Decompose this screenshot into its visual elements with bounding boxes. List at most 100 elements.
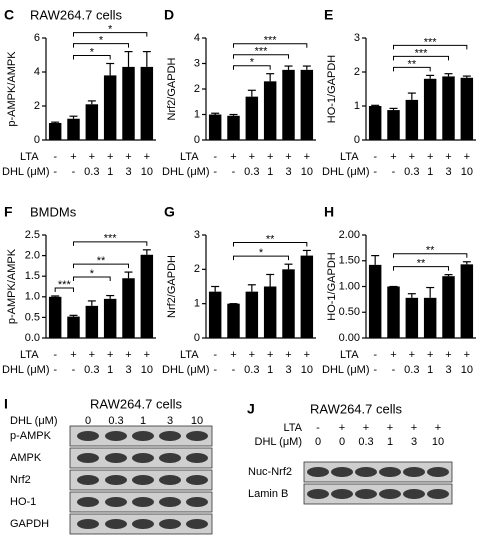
bar xyxy=(368,264,382,338)
x-tick-label: - xyxy=(232,166,236,178)
significance-bracket xyxy=(54,287,74,292)
bar xyxy=(282,69,295,140)
blot-band xyxy=(132,519,154,529)
x-tick-label: + xyxy=(409,151,415,163)
x-tick-label: + xyxy=(230,349,236,361)
blot-band xyxy=(331,467,353,477)
x-tick-label: 0.3 xyxy=(244,364,259,376)
x-tick-label: - xyxy=(53,349,57,361)
significance-bracket xyxy=(233,241,308,247)
x-row-name: DHL (μM) xyxy=(322,364,369,376)
x-tick-label: - xyxy=(373,151,377,163)
error-bar xyxy=(371,255,380,265)
x-tick-label: 3 xyxy=(285,364,291,376)
x-tick-label: 10 xyxy=(301,364,313,376)
x-tick-label: 3 xyxy=(125,364,131,376)
x-tick-label: 1 xyxy=(107,166,113,178)
error-bar xyxy=(284,65,293,70)
lane-label: 1 xyxy=(387,436,393,448)
error-bar xyxy=(426,74,435,79)
x-tick-label: + xyxy=(285,349,291,361)
significance-bracket xyxy=(393,44,468,50)
error-bar xyxy=(407,293,416,298)
y-tick-label: 1.0 xyxy=(25,291,40,303)
bar xyxy=(282,269,295,338)
lane-label: 3 xyxy=(167,415,173,427)
band-label: Lamin B xyxy=(248,488,288,500)
bar xyxy=(67,316,80,338)
error-bar xyxy=(302,65,311,70)
lane-row-name: DHL (μM) xyxy=(255,436,302,448)
significance-label: ** xyxy=(426,245,435,257)
bar xyxy=(368,106,382,140)
x-row-name: LTA xyxy=(180,151,199,163)
x-tick-label: + xyxy=(427,151,433,163)
error-bar xyxy=(142,249,151,255)
y-tick-label: 1 xyxy=(194,298,200,310)
y-tick-label: 2.00 xyxy=(339,229,360,241)
significance-label: ** xyxy=(266,233,275,245)
lane-label: 0 xyxy=(339,436,345,448)
lane-label: - xyxy=(316,422,320,434)
bar xyxy=(460,77,474,140)
blot-band xyxy=(403,489,425,499)
y-tick-label: 0.00 xyxy=(339,332,360,344)
x-tick-label: + xyxy=(107,151,113,163)
chart-title: BMDMs xyxy=(30,204,77,219)
y-axis-label: Nrf2/GAPDH xyxy=(166,255,178,318)
x-tick-label: - xyxy=(72,166,76,178)
lane-label: + xyxy=(387,422,393,434)
error-bar xyxy=(462,261,471,265)
x-tick-label: + xyxy=(304,151,310,163)
error-bar xyxy=(266,273,275,287)
significance-label: ** xyxy=(408,58,417,70)
blot-band xyxy=(427,467,449,477)
significance-bracket xyxy=(233,54,289,59)
y-tick-label: 3 xyxy=(194,229,200,241)
y-tick-label: 1 xyxy=(194,108,200,120)
blot-band xyxy=(307,489,329,499)
x-row-name: LTA xyxy=(180,349,199,361)
error-bar xyxy=(266,73,275,82)
y-tick-label: 2 xyxy=(194,263,200,275)
error-bar xyxy=(462,75,471,78)
significance-label: *** xyxy=(104,233,118,245)
error-bar xyxy=(407,92,416,100)
blot-strip xyxy=(303,461,453,483)
x-tick-label: + xyxy=(107,349,113,361)
blot-band xyxy=(105,453,127,463)
error-bar xyxy=(247,284,256,292)
panel-label: G xyxy=(164,204,175,220)
y-tick-label: 4 xyxy=(194,32,200,44)
x-tick-label: + xyxy=(70,151,76,163)
x-row-name: DHL (μM) xyxy=(2,364,49,376)
x-tick-label: + xyxy=(285,151,291,163)
blot-band xyxy=(105,497,127,507)
x-tick-label: 1 xyxy=(427,166,433,178)
lane-label: + xyxy=(339,422,345,434)
lane-label: 0 xyxy=(315,436,321,448)
chart-title: RAW264.7 cells xyxy=(30,7,122,22)
significance-bracket xyxy=(393,55,449,61)
bar xyxy=(122,278,135,338)
blot-band xyxy=(77,453,99,463)
bar xyxy=(227,115,240,140)
x-tick-label: - xyxy=(373,349,377,361)
significance-bracket xyxy=(233,65,271,70)
x-tick-label: 3 xyxy=(125,166,131,178)
error-bar xyxy=(247,89,256,97)
y-tick-label: 3 xyxy=(354,32,360,44)
blot-band xyxy=(403,467,425,477)
blot-band xyxy=(159,453,181,463)
x-tick-label: - xyxy=(53,364,57,376)
y-tick-label: 0 xyxy=(194,134,200,146)
lane-label: 10 xyxy=(191,415,203,427)
x-tick-label: + xyxy=(70,349,76,361)
x-tick-label: - xyxy=(392,166,396,178)
bar xyxy=(85,305,99,338)
bar xyxy=(140,66,154,140)
blot-band xyxy=(159,519,181,529)
x-tick-label: + xyxy=(267,151,273,163)
x-tick-label: + xyxy=(445,349,451,361)
